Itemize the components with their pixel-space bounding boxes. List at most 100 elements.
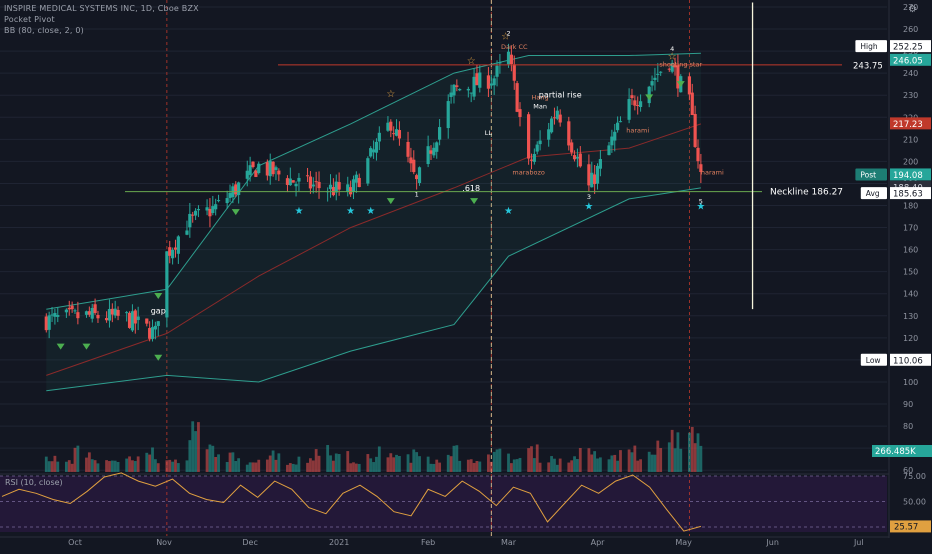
candle-body (558, 114, 562, 123)
pivot-star-icon: ★ (584, 202, 593, 213)
bb-label: BB (80, close, 2, 0) (4, 26, 84, 35)
candle-body (331, 187, 335, 196)
volume-bar (607, 459, 611, 472)
candle-body (472, 76, 476, 97)
volume-bar (357, 463, 361, 472)
volume-bar (329, 455, 332, 472)
candle-body (670, 62, 674, 72)
price-label-value: 194.08 (893, 171, 923, 181)
price-label-tag (855, 40, 887, 53)
pivot-star-icon: ★ (504, 206, 513, 217)
volume-bar (56, 461, 60, 472)
candle-body (438, 127, 442, 140)
candle-body (432, 147, 436, 156)
candle-body (317, 181, 321, 189)
candle-body (667, 68, 671, 70)
candle-body (578, 153, 582, 167)
candle-body (653, 77, 657, 81)
y-tick-label: 120 (903, 334, 918, 343)
annotation-text: partial rise (539, 90, 582, 99)
volume-bar (478, 461, 482, 472)
volume-bar (415, 452, 419, 472)
volume-bar (70, 463, 74, 472)
price-label: Post 194.08 (855, 168, 931, 181)
volume-bar (679, 448, 683, 472)
volume-bar (656, 440, 660, 472)
annotation-text: harami (626, 127, 649, 135)
volume-bar (567, 462, 571, 472)
candle-body (245, 170, 249, 179)
volume-bar (346, 451, 350, 472)
volume-bar (64, 461, 68, 472)
candle-body (268, 161, 272, 177)
volume-bar (314, 449, 318, 472)
candle-body (208, 208, 212, 217)
volume-bar (156, 463, 160, 472)
candle-body (176, 236, 180, 254)
candle-body (575, 156, 580, 159)
candle-body (549, 118, 554, 133)
volume-bar (538, 462, 542, 472)
candle-body (96, 314, 100, 319)
candle-body (687, 76, 691, 95)
price-label-tag (855, 168, 887, 181)
candle-body (406, 141, 410, 157)
annotation-text: Dark CC (501, 43, 528, 51)
candle-body (693, 113, 697, 147)
pivot-star-icon: ★ (294, 206, 303, 217)
volume-bar (194, 431, 197, 472)
pivot-star-icon: ★ (366, 206, 375, 217)
candle-body (429, 150, 433, 154)
volume-bar (128, 456, 131, 472)
candle-body (311, 184, 315, 187)
neckline-label: Neckline 186.27 (770, 188, 843, 198)
volume-bar (93, 460, 97, 472)
chart-legend: INSPIRE MEDICAL SYSTEMS INC, 1D, Cboe BZ… (4, 3, 199, 36)
volume-bar (208, 444, 212, 472)
volume-bar (487, 454, 490, 472)
pivot-star-icon: ★ (696, 202, 705, 213)
candle-body (506, 51, 511, 65)
candle-body (636, 105, 640, 107)
signal-triangle-icon (82, 343, 91, 350)
candle-body (532, 153, 536, 162)
candle-body (44, 316, 48, 331)
y-tick-label: 200 (903, 157, 918, 166)
y-tick-label: 150 (903, 268, 918, 277)
volume-bar (432, 463, 436, 472)
candle-body (535, 144, 539, 152)
volume-bar (377, 446, 381, 472)
volume-bar (673, 448, 677, 472)
pocket-pivot-star-icon: ☆ (467, 56, 476, 67)
candle-body (587, 164, 591, 186)
volume-bar (76, 445, 80, 472)
candle-body (257, 163, 261, 174)
volume-bar (297, 456, 301, 472)
volume-bars (44, 421, 703, 472)
candle-body (386, 122, 390, 131)
volume-bar (265, 459, 269, 472)
volume-bar (231, 452, 235, 472)
volume-bar (452, 445, 456, 472)
y-tick-label: 260 (903, 25, 918, 34)
volume-bar (578, 447, 582, 472)
volume-bar (369, 458, 373, 472)
price-label-name: High (860, 42, 877, 51)
price-label-box (890, 187, 931, 200)
volume-bar (406, 454, 410, 472)
volume-bar (573, 456, 576, 472)
volume-bar (507, 453, 510, 472)
candle-body (595, 165, 600, 184)
price-label-value: 217.23 (893, 120, 923, 130)
volume-bar (495, 449, 499, 472)
candle-body (285, 178, 290, 185)
candle-body (271, 161, 275, 175)
price-label-box (890, 353, 931, 366)
volume-bar (590, 454, 594, 472)
candle-body (93, 304, 97, 314)
volume-bar (475, 460, 479, 472)
y-tick-label: 170 (903, 224, 918, 233)
